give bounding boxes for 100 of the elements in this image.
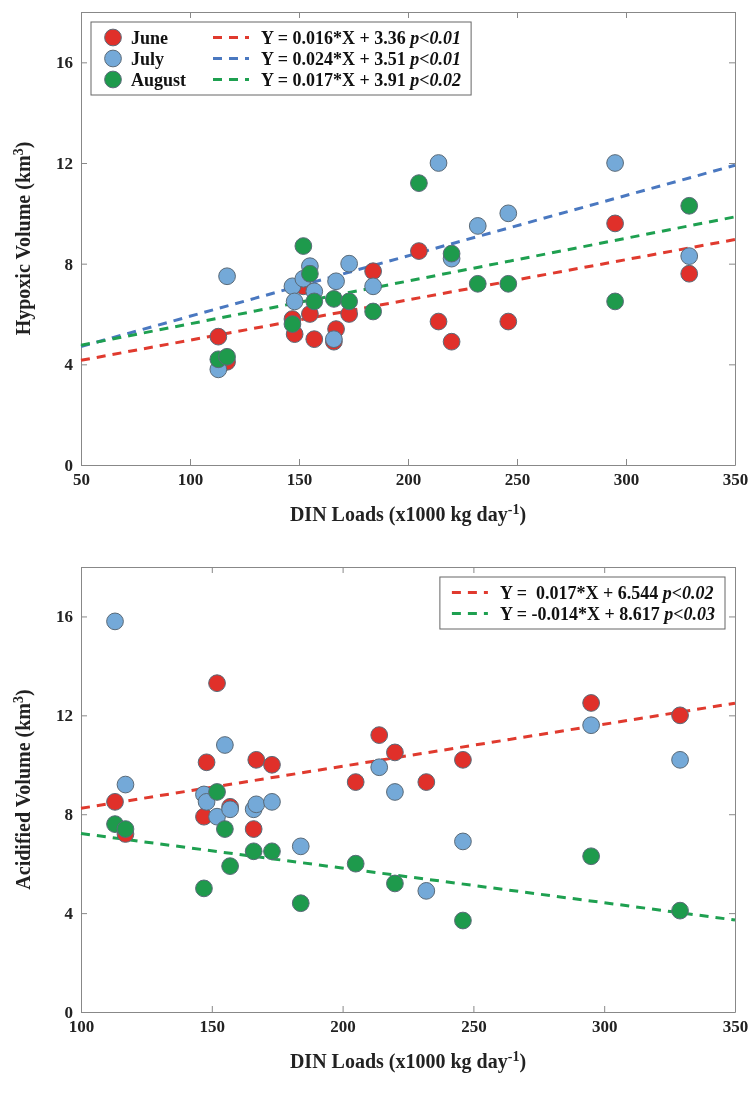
point: [340, 292, 359, 311]
point: [442, 332, 461, 351]
x-tick-label: 250: [504, 470, 531, 490]
x-tick-label: 300: [591, 1017, 618, 1037]
point: [370, 758, 389, 777]
y-tick-label: 16: [56, 53, 73, 73]
point: [305, 292, 324, 311]
point: [386, 743, 404, 762]
point: [606, 292, 624, 311]
point: [301, 264, 319, 283]
x-tick-label: 250: [461, 1017, 487, 1037]
point: [327, 272, 345, 291]
y-tick-label: 4: [64, 904, 74, 924]
point: [197, 793, 216, 811]
point: [499, 274, 518, 293]
point: [442, 244, 461, 263]
point: [263, 755, 281, 774]
point: [197, 753, 216, 772]
point: [263, 793, 281, 811]
point: [106, 612, 124, 631]
point: [294, 237, 313, 255]
legend-label: August: [131, 69, 187, 90]
point: [454, 750, 472, 769]
point: [195, 879, 213, 898]
x-tick-label: 100: [177, 470, 204, 490]
point: [417, 882, 436, 900]
point: [410, 242, 428, 260]
legend-label: Y = 0.024*X + 3.51 p<0.01: [261, 48, 462, 69]
y-tick-label: 12: [56, 706, 73, 726]
point: [386, 783, 404, 801]
point: [582, 694, 600, 712]
y-tick-label: 4: [64, 355, 74, 375]
point: [606, 214, 624, 233]
y-tick-label: 12: [56, 153, 73, 173]
point: [680, 196, 699, 215]
x-tick-label: 150: [199, 1017, 226, 1037]
x-tick-label: 350: [722, 470, 749, 490]
point: [291, 894, 310, 913]
point: [410, 174, 428, 192]
point: [221, 857, 239, 875]
point: [216, 820, 234, 838]
point: [209, 327, 228, 346]
point: [499, 312, 518, 331]
point: [364, 262, 382, 281]
point: [499, 204, 518, 223]
point: [244, 842, 263, 861]
point: [582, 847, 600, 866]
legend-label: Y = 0.016*X + 3.36 p<0.01: [261, 27, 462, 48]
point: [429, 312, 448, 331]
point: [671, 901, 689, 920]
point: [671, 750, 689, 769]
point: [606, 154, 624, 172]
legend-label: Y = 0.017*X + 6.544 p<0.02: [499, 582, 714, 603]
point: [285, 292, 304, 311]
point: [386, 874, 404, 893]
x-tick-label: 300: [613, 470, 640, 490]
x-tick-label: 200: [330, 1017, 356, 1037]
point: [671, 706, 689, 725]
legend-label: Y = -0.014*X + 8.617 p<0.03: [499, 603, 715, 624]
point: [208, 783, 226, 801]
point: [370, 726, 389, 744]
point: [216, 736, 234, 754]
point: [218, 347, 236, 366]
point: [364, 302, 382, 321]
y-tick-label: 8: [64, 805, 73, 825]
point: [218, 267, 236, 286]
point: [340, 254, 359, 273]
point: [325, 290, 343, 308]
point: [454, 832, 472, 851]
legend-label: Y = 0.017*X + 3.91 p<0.02: [261, 69, 462, 90]
point: [263, 842, 281, 861]
point: [291, 837, 310, 856]
legend-label: July: [131, 48, 165, 69]
point: [364, 277, 382, 296]
point: [244, 820, 263, 838]
point: [247, 795, 266, 814]
x-axis-title: DIN Loads (x1000 kg day$^{-1}$): [289, 1048, 527, 1073]
x-axis-title: DIN Loads (x1000 kg day$^{-1}$): [289, 501, 527, 526]
point: [468, 274, 487, 293]
y-tick-label: 16: [56, 607, 73, 627]
x-tick-label: 150: [286, 470, 313, 490]
point: [680, 247, 699, 265]
x-tick-label: 50: [73, 470, 90, 490]
point: [208, 674, 226, 693]
point: [106, 793, 124, 811]
y-tick-label: 8: [64, 254, 73, 274]
point: [283, 315, 302, 333]
legend-label: June: [131, 27, 169, 48]
point: [454, 911, 472, 930]
point: [468, 217, 487, 235]
point: [417, 773, 436, 791]
point: [680, 264, 699, 283]
point: [346, 773, 365, 791]
point: [582, 716, 600, 735]
point: [116, 775, 135, 794]
x-tick-label: 350: [722, 1017, 749, 1037]
y-tick-label: 0: [64, 455, 73, 475]
point: [346, 854, 365, 873]
point: [247, 750, 266, 769]
point: [116, 820, 135, 838]
